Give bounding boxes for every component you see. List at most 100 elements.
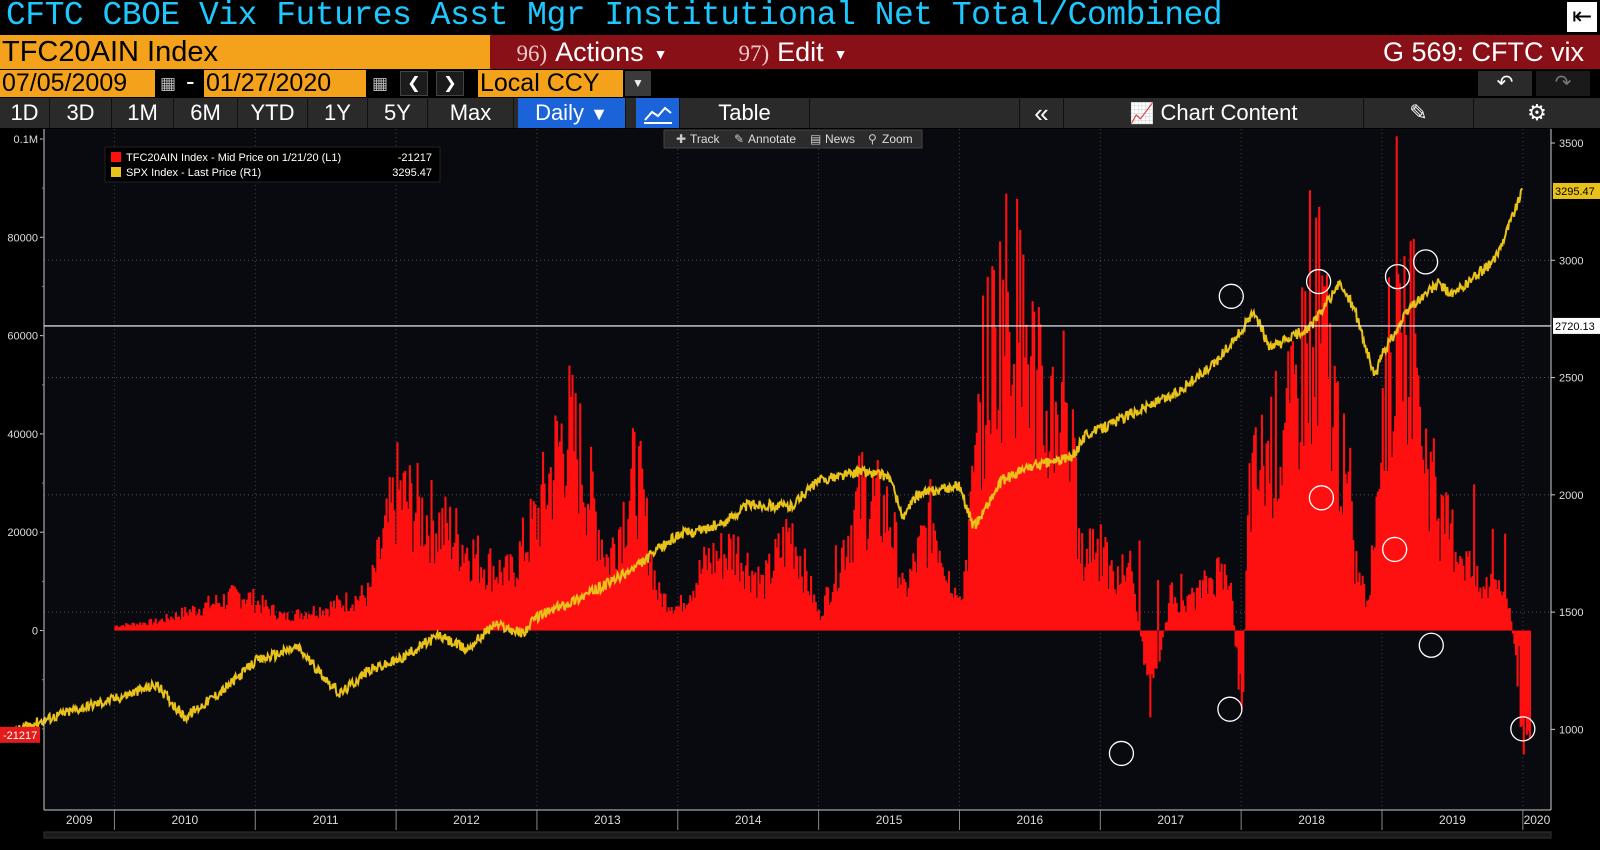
tfc-bar bbox=[529, 498, 532, 631]
tfc-bar bbox=[1124, 581, 1127, 631]
period-ytd-button[interactable]: YTD bbox=[238, 98, 308, 128]
tfc-bar bbox=[986, 276, 989, 631]
tfc-bar bbox=[789, 544, 792, 631]
redo-icon[interactable]: ↷ bbox=[1536, 71, 1590, 96]
tfc-bar bbox=[552, 480, 555, 631]
line-chart-icon[interactable] bbox=[636, 98, 680, 128]
tfc-bar bbox=[1121, 554, 1124, 631]
tfc-bar bbox=[416, 462, 419, 631]
tfc-bar bbox=[792, 568, 796, 631]
period-max-button[interactable]: Max bbox=[428, 98, 514, 128]
tfc-bar bbox=[469, 581, 472, 631]
frequency-dropdown[interactable]: Daily ▼ bbox=[518, 98, 626, 128]
currency-field[interactable]: Local CCY bbox=[478, 70, 623, 97]
tfc-bar bbox=[1299, 441, 1302, 631]
tfc-bar bbox=[827, 587, 830, 631]
chart-content-button[interactable]: 📈 Chart Content bbox=[1064, 98, 1364, 128]
start-date-field[interactable]: 07/05/2009 bbox=[0, 70, 155, 97]
tfc-bar bbox=[150, 618, 153, 631]
tfc-bar bbox=[769, 583, 772, 631]
tfc-bar bbox=[300, 613, 303, 631]
undo-icon[interactable]: ↶ bbox=[1478, 71, 1532, 96]
next-arrow-icon[interactable]: ❯ bbox=[436, 71, 464, 96]
tfc-bar bbox=[1194, 610, 1197, 631]
tfc-bar bbox=[464, 553, 467, 631]
actions-menu-button[interactable]: 96) Actions ▼ bbox=[492, 35, 692, 69]
tfc-bar bbox=[323, 615, 326, 631]
tfc-bar bbox=[1308, 190, 1311, 631]
tfc-bar bbox=[955, 595, 958, 631]
period-1y-button[interactable]: 1Y bbox=[308, 98, 368, 128]
tfc-bar bbox=[543, 483, 546, 631]
tfc-bar bbox=[1375, 496, 1378, 631]
tfc-bar bbox=[825, 586, 828, 631]
tool-news[interactable]: News bbox=[825, 132, 855, 146]
graph-code: G 569: CFTC vix bbox=[894, 35, 1600, 69]
tfc-bar bbox=[374, 572, 377, 631]
tfc-bar bbox=[436, 551, 439, 631]
tfc-bar bbox=[1448, 539, 1451, 631]
period-1d-button[interactable]: 1D bbox=[0, 98, 50, 128]
tfc-bar bbox=[1223, 564, 1226, 631]
tfc-bar bbox=[814, 602, 817, 631]
calendar-icon[interactable]: ▦ bbox=[371, 74, 389, 93]
tool-track[interactable]: Track bbox=[690, 132, 721, 146]
tfc-bar bbox=[1344, 473, 1347, 631]
tfc-bar bbox=[994, 327, 997, 631]
chart[interactable]: 0.1M 80000 60000 40000 20000 0 3500 3000 2500 200… bbox=[0, 128, 1600, 850]
tfc-bar bbox=[656, 600, 659, 631]
chevron-down-icon[interactable]: ▼ bbox=[625, 71, 651, 96]
end-date-field[interactable]: 01/27/2020 bbox=[204, 70, 366, 97]
tfc-bar bbox=[1171, 582, 1174, 631]
tfc-bar bbox=[1521, 630, 1524, 726]
edit-pencil-icon[interactable]: ✎ bbox=[1364, 98, 1474, 128]
tfc-bar bbox=[435, 533, 438, 631]
tfc-bar bbox=[1290, 345, 1293, 631]
tfc-bar bbox=[859, 518, 862, 631]
tfc-bar bbox=[797, 578, 800, 631]
period-6m-button[interactable]: 6M bbox=[174, 98, 238, 128]
tfc-bar bbox=[208, 608, 212, 631]
tfc-bar bbox=[1508, 607, 1511, 631]
tfc-bar bbox=[985, 425, 988, 631]
calendar-icon[interactable]: ▦ bbox=[159, 74, 177, 93]
tool-zoom[interactable]: Zoom bbox=[882, 132, 913, 146]
tfc-bar bbox=[593, 498, 596, 631]
tfc-bar bbox=[1426, 468, 1429, 631]
period-1m-button[interactable]: 1M bbox=[112, 98, 174, 128]
tfc-bar bbox=[867, 538, 870, 631]
tfc-bar bbox=[1319, 343, 1322, 631]
tfc-bar bbox=[1093, 559, 1096, 631]
tfc-bar bbox=[380, 548, 383, 631]
prev-arrow-icon[interactable]: ❮ bbox=[400, 71, 428, 96]
annotation-circle bbox=[1305, 268, 1332, 295]
tfc-bar bbox=[1527, 630, 1530, 731]
tfc-bar bbox=[652, 589, 655, 631]
tfc-bar bbox=[1220, 563, 1223, 631]
period-5y-button[interactable]: 5Y bbox=[368, 98, 428, 128]
tfc-bar bbox=[1219, 571, 1222, 631]
ticker-field[interactable]: TFC20AIN Index bbox=[0, 35, 490, 69]
x-tick-label: 2018 bbox=[1298, 813, 1325, 827]
tfc-bar bbox=[1389, 352, 1392, 631]
tfc-bar bbox=[971, 465, 974, 631]
period-3d-button[interactable]: 3D bbox=[50, 98, 112, 128]
settings-gear-icon[interactable]: ⚙ bbox=[1474, 98, 1600, 128]
edit-menu-button[interactable]: 97) Edit ▼ bbox=[694, 35, 892, 69]
tfc-bar bbox=[385, 498, 388, 631]
collapse-icon[interactable]: « bbox=[1020, 98, 1064, 128]
exit-icon[interactable]: ⇤ bbox=[1567, 2, 1597, 32]
tfc-bar bbox=[1268, 483, 1271, 631]
table-button[interactable]: Table bbox=[680, 98, 810, 128]
tfc-bar bbox=[974, 445, 977, 631]
tfc-bar bbox=[366, 582, 370, 631]
tfc-bar bbox=[244, 603, 247, 631]
tfc-bar bbox=[1192, 592, 1195, 631]
tfc-bar bbox=[723, 554, 726, 631]
tfc-bar bbox=[1401, 401, 1404, 631]
tfc-bar bbox=[834, 545, 837, 631]
tfc-bar bbox=[1208, 578, 1211, 631]
tool-annotate[interactable]: Annotate bbox=[748, 132, 796, 146]
tfc-bar bbox=[413, 521, 416, 631]
tfc-bar bbox=[1459, 555, 1462, 631]
